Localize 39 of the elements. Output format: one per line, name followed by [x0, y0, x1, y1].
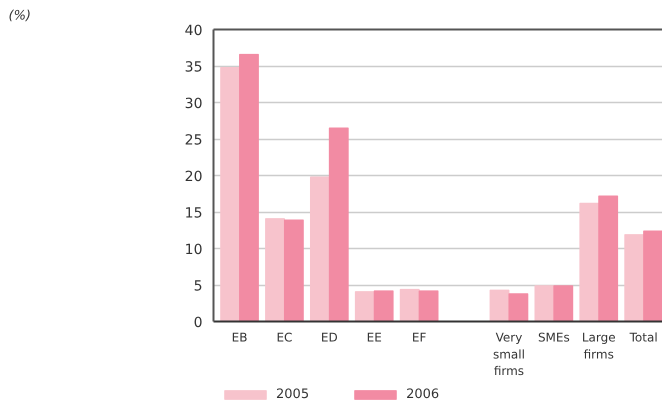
- y-tick-label: 30: [184, 96, 203, 112]
- x-tick-label: EF: [412, 330, 426, 344]
- y-tick-label: 15: [184, 206, 203, 222]
- bar: [284, 220, 304, 322]
- x-tick-label: EC: [276, 330, 292, 344]
- bar: [553, 285, 574, 322]
- bar: [534, 285, 554, 322]
- x-tick-label: SMEs: [538, 330, 570, 344]
- x-tick-label: Very small firms: [492, 330, 525, 378]
- y-tick-label: 10: [184, 242, 203, 258]
- y-tick-label: 25: [184, 132, 203, 148]
- bar: [374, 290, 394, 322]
- x-tick-label: ED: [320, 330, 338, 344]
- text: (%): [8, 8, 31, 24]
- y-tick-label: 40: [184, 23, 203, 39]
- bar: [624, 234, 644, 322]
- bar: [508, 293, 528, 322]
- bar: [598, 195, 618, 322]
- bar: [265, 218, 285, 322]
- x-tick-label: Large firms: [582, 330, 616, 362]
- bar: [418, 290, 438, 322]
- bar: [579, 202, 600, 322]
- y-tick-label: 20: [184, 169, 203, 185]
- bar: [643, 230, 662, 322]
- legend-label: 2005: [276, 387, 310, 402]
- bar: [310, 176, 330, 322]
- y-tick-label: 5: [194, 278, 203, 294]
- bar: [239, 54, 259, 322]
- x-tick-label: EE: [366, 330, 382, 344]
- bar: [400, 288, 420, 322]
- legend-label: 2006: [406, 387, 440, 402]
- bar: [220, 66, 240, 322]
- y-tick-label: 35: [184, 60, 203, 76]
- x-tick-label: Total: [628, 330, 658, 344]
- bar: [354, 291, 375, 322]
- bar: [490, 290, 510, 322]
- y-tick-label: 0: [194, 315, 203, 331]
- bar: [328, 128, 349, 322]
- x-tick-label: EB: [232, 330, 248, 344]
